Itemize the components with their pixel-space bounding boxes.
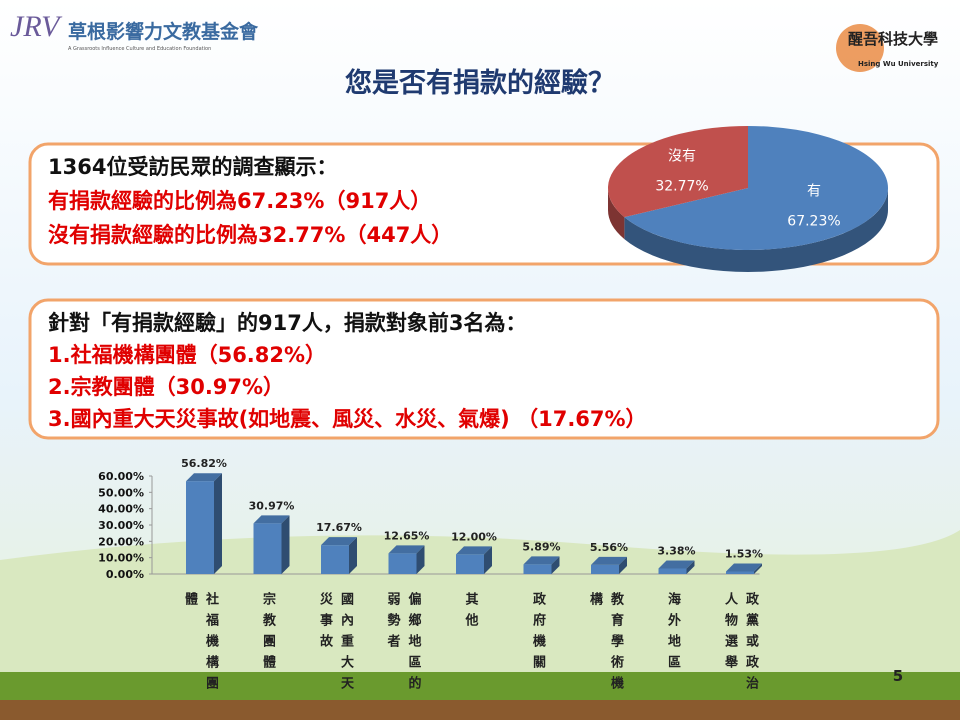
box2-line: 針對「有捐款經驗」的917人，捐款對象前3名為： bbox=[48, 311, 526, 335]
x-tick-label: 宗教團體 bbox=[260, 592, 275, 676]
value-label: 1.53% bbox=[725, 548, 763, 561]
pie-value-label: 67.23% bbox=[787, 214, 840, 230]
x-tick-label: 偏鄉地區的弱勢者 bbox=[384, 592, 421, 697]
y-tick-label: 50.00% bbox=[98, 486, 144, 499]
value-label: 30.97% bbox=[249, 499, 295, 512]
bar bbox=[456, 554, 484, 574]
bar bbox=[523, 564, 552, 574]
bar-top bbox=[726, 563, 762, 572]
x-tick-label: 國內重大天災事故 bbox=[317, 592, 353, 697]
page-number: 5 bbox=[893, 667, 903, 685]
university-name: 醒吾科技大學 bbox=[848, 30, 938, 48]
box1-line: 有捐款經驗的比例為67.23%（917人） bbox=[48, 189, 431, 213]
bar-side bbox=[619, 556, 627, 574]
bar-top bbox=[388, 545, 425, 554]
bar bbox=[321, 545, 349, 574]
foundation-en: A Grassroots Influence Culture and Educa… bbox=[68, 46, 211, 52]
value-label: 5.89% bbox=[522, 540, 560, 553]
bar-top bbox=[658, 560, 695, 569]
y-tick-label: 10.00% bbox=[98, 552, 144, 565]
pie-slice bbox=[608, 126, 748, 218]
bar-side bbox=[484, 546, 492, 574]
value-label: 12.65% bbox=[384, 529, 430, 542]
bar-side bbox=[416, 545, 425, 574]
value-label: 17.67% bbox=[316, 521, 362, 534]
y-tick-label: 60.00% bbox=[98, 470, 144, 483]
bar-top bbox=[186, 473, 222, 482]
box1-line: 沒有捐款經驗的比例為32.77%（447人） bbox=[48, 223, 452, 247]
box2-line: 1.社福機構團體（56.82%） bbox=[48, 343, 326, 367]
bar-side bbox=[686, 560, 695, 574]
box1-line: 1364位受訪民眾的調查顯示： bbox=[48, 155, 337, 179]
bar-top bbox=[523, 556, 560, 565]
bar-top bbox=[591, 556, 627, 565]
bar bbox=[658, 568, 687, 574]
bar bbox=[726, 571, 754, 574]
bar bbox=[186, 481, 214, 574]
pie-slice bbox=[624, 126, 889, 250]
value-label: 5.56% bbox=[590, 541, 628, 554]
pie-label: 沒有 bbox=[668, 147, 696, 164]
bar-side bbox=[349, 537, 357, 574]
x-tick-label: 其他 bbox=[462, 592, 478, 634]
bar-side bbox=[214, 473, 222, 574]
soil bbox=[0, 700, 960, 720]
value-label: 12.00% bbox=[451, 530, 497, 543]
bar-side bbox=[754, 563, 762, 574]
bar-side bbox=[551, 556, 560, 574]
x-tick-label: 社福機構團體 bbox=[182, 592, 218, 697]
box2 bbox=[28, 298, 940, 440]
x-tick-label: 教育學術機構 bbox=[587, 592, 623, 697]
bar bbox=[591, 564, 619, 574]
value-label: 3.38% bbox=[657, 544, 695, 557]
bar-top bbox=[253, 515, 290, 524]
y-tick-label: 40.00% bbox=[98, 503, 144, 516]
y-tick-label: 30.00% bbox=[98, 519, 144, 532]
uni-logo bbox=[836, 24, 884, 72]
bar bbox=[253, 523, 282, 574]
bar-top bbox=[456, 546, 492, 555]
value-label: 56.82% bbox=[181, 457, 227, 470]
title: 您是否有捐款的經驗？ bbox=[345, 67, 615, 99]
logo-mark: JRV bbox=[10, 10, 63, 43]
bar-side bbox=[281, 515, 290, 574]
x-tick-label: 海外地區 bbox=[665, 592, 680, 676]
box2-line: 3.國內重大天災事故(如地震、風災、水災、氣爆) （17.67%） bbox=[48, 407, 647, 431]
pie-side bbox=[624, 188, 889, 273]
x-tick-label: 政府機關 bbox=[530, 592, 545, 676]
y-tick-label: 0.00% bbox=[106, 568, 144, 581]
bar-top bbox=[321, 537, 357, 546]
pie-label: 有 bbox=[807, 184, 821, 200]
pie-side bbox=[608, 188, 625, 240]
box2-line: 2.宗教團體（30.97%） bbox=[48, 375, 284, 399]
y-tick-label: 20.00% bbox=[98, 535, 144, 548]
pie-value-label: 32.77% bbox=[655, 178, 708, 194]
university-en: Hsing Wu University bbox=[858, 60, 939, 68]
x-tick-label: 政黨或政治人物選舉 bbox=[722, 592, 758, 697]
foundation-name: 草根影響力文教基金會 bbox=[68, 20, 259, 43]
bar bbox=[388, 553, 417, 574]
